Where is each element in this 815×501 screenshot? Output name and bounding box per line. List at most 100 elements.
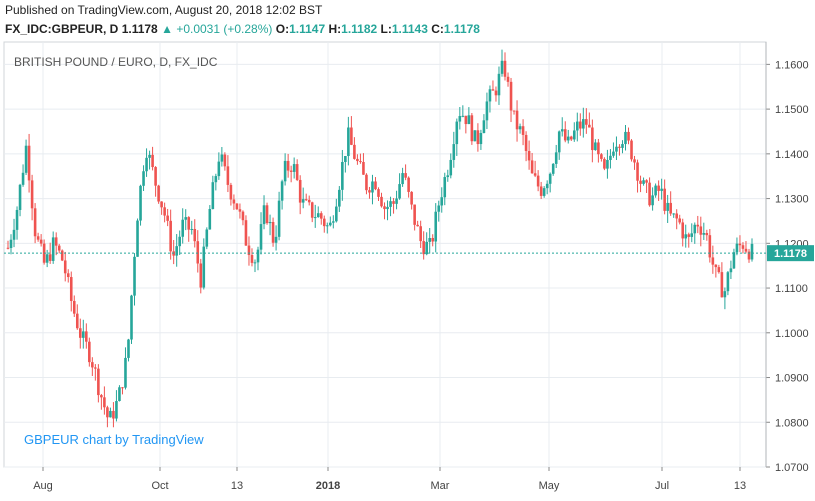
candle-body (699, 226, 703, 235)
candle-body (328, 222, 332, 226)
candle-body (735, 243, 739, 253)
candle-body (744, 248, 748, 252)
candle-body (648, 182, 651, 206)
last-price-label: 1.1178 (774, 248, 807, 260)
candle-body (253, 262, 257, 264)
candle-body (12, 229, 16, 240)
candle-body (359, 161, 362, 163)
candle-body (160, 201, 163, 208)
chart-title: BRITISH POUND / EURO, D, FX_IDC (14, 55, 218, 69)
candle-body (217, 161, 221, 177)
candle-body (663, 188, 666, 211)
candle-body (313, 217, 317, 219)
candle-body (205, 229, 209, 247)
candle-body (103, 397, 106, 408)
candle-body (130, 295, 133, 340)
plot-area[interactable] (3, 41, 767, 468)
up-arrow-icon: ▲ (161, 22, 173, 36)
candle-body (545, 183, 549, 189)
candle-body (380, 196, 383, 207)
candle-body (696, 224, 700, 227)
candle-body (341, 162, 344, 190)
candle-body (371, 181, 374, 193)
candle-body (455, 121, 459, 145)
candle-body (127, 339, 130, 358)
candle-body (57, 245, 61, 251)
candle-body (72, 300, 76, 314)
candle-body (347, 127, 350, 156)
candle-body (741, 245, 745, 249)
candle-body (446, 175, 450, 178)
candle-body (54, 237, 58, 246)
x-tick-label: Oct (151, 480, 168, 492)
candle-body (256, 249, 260, 263)
published-caption: Published on TradingView.com, August 20,… (5, 3, 323, 17)
candle-body (45, 254, 49, 263)
candle-body (618, 146, 621, 148)
candle-body (69, 277, 73, 301)
candle-body (322, 218, 326, 227)
candle-body (48, 254, 52, 261)
candle-body (476, 130, 480, 145)
candle-body (560, 129, 564, 132)
candle-body (621, 144, 624, 148)
high-label: H: (328, 22, 342, 36)
candle-body (274, 236, 278, 243)
candle-body (461, 115, 465, 117)
open-value: 1.1147 (289, 22, 326, 36)
candle-body (30, 180, 34, 209)
candle-body (518, 126, 522, 130)
candle-body (452, 144, 456, 160)
candle-body (60, 250, 64, 261)
candle-body (112, 410, 115, 419)
candle-body (500, 60, 504, 74)
candle-body (124, 357, 127, 388)
candle-body (732, 252, 736, 269)
candle-body (310, 202, 314, 218)
candle-body (542, 188, 546, 196)
y-tick-label: 1.0800 (775, 417, 809, 429)
candle-body (374, 181, 377, 190)
candle-body (133, 256, 136, 296)
candle-body (277, 200, 281, 237)
candle-body (229, 184, 233, 200)
candle-body (563, 129, 567, 141)
candle-body (449, 159, 453, 176)
candle-body (295, 164, 299, 180)
candle-body (600, 154, 603, 159)
y-tick-label: 1.0900 (775, 373, 809, 385)
candle-body (572, 130, 576, 140)
candle-body (241, 211, 245, 221)
candle-body (566, 136, 570, 141)
candle-body (654, 185, 657, 196)
candle-body (579, 121, 582, 129)
candle-body (672, 213, 675, 215)
candle-body (684, 234, 688, 239)
candle-body (609, 155, 612, 160)
candle-body (639, 180, 642, 184)
candle-body (645, 180, 648, 183)
candle-body (365, 174, 368, 191)
candle-body (235, 203, 239, 210)
candle-body (368, 190, 371, 193)
candle-body (413, 204, 416, 225)
candle-body (437, 205, 441, 212)
candle-body (642, 180, 645, 184)
candle-body (389, 201, 392, 207)
candle-body (362, 161, 365, 175)
candle-body (464, 115, 468, 125)
candle-body (473, 130, 477, 142)
candle-body (536, 175, 540, 187)
candle-body (18, 184, 22, 210)
candle-body (220, 154, 224, 162)
candle-body (750, 243, 754, 260)
candle-body (443, 177, 447, 198)
high-value: 1.1182 (341, 22, 378, 36)
candle-body (244, 220, 248, 246)
candle-body (262, 205, 266, 225)
ohlc-header: FX_IDC:GBPEUR, D 1.1178 ▲ +0.0031 (+0.28… (5, 22, 480, 36)
candle-body (238, 209, 242, 212)
candle-body (298, 179, 302, 203)
candle-body (416, 224, 419, 227)
